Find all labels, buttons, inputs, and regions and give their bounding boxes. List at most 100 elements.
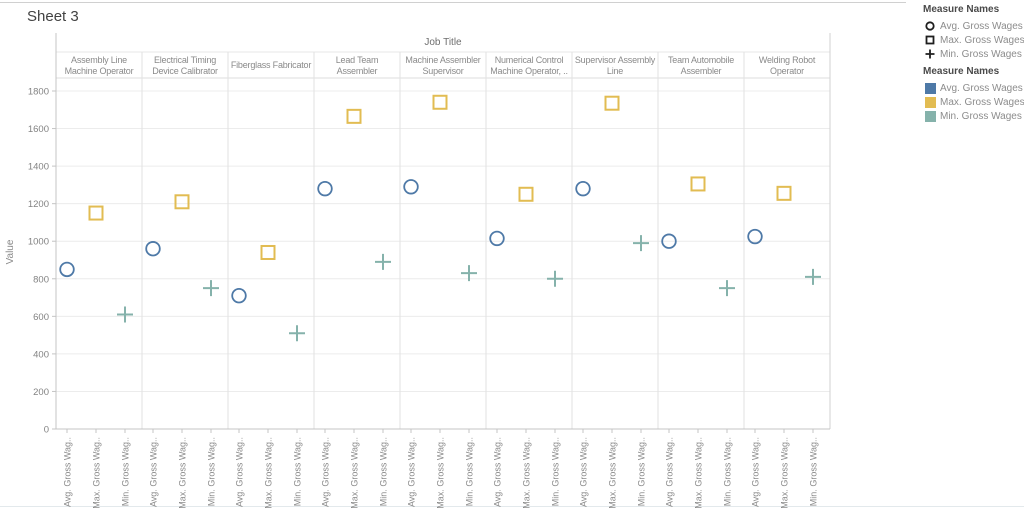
x-tick-label: Min. Gross Wag.. (809, 437, 819, 506)
mark-plus-min[interactable] (633, 235, 649, 252)
legend-item-label: Max. Gross Wages (940, 34, 1024, 46)
min-color-swatch (925, 110, 936, 122)
mark-square-max[interactable] (690, 176, 706, 192)
y-tick-label: 600 (33, 312, 49, 323)
y-tick-label: 400 (33, 349, 49, 360)
y-tick-label: 200 (33, 387, 49, 398)
mark-circle-avg[interactable] (317, 180, 333, 197)
circle-icon (925, 21, 935, 31)
x-tick-label: Max. Gross Wag.. (264, 437, 274, 509)
mark-square-max[interactable] (604, 95, 620, 111)
shape-legend: Measure Names Avg. Gross Wages Max. Gros… (923, 4, 1024, 61)
x-tick-label: Min. Gross Wag.. (207, 437, 217, 506)
legend-item-max-shape[interactable]: Max. Gross Wages (923, 33, 1024, 47)
sheet-title: Sheet 3 (27, 8, 79, 25)
legend-item-min-color[interactable]: Min. Gross Wages (923, 109, 1023, 123)
top-divider (0, 2, 906, 3)
mark-square-max[interactable] (518, 186, 534, 202)
y-tick-label: 800 (33, 274, 49, 285)
x-tick-label: Min. Gross Wag.. (379, 437, 389, 506)
y-tick-label: 1200 (28, 199, 49, 210)
x-tick-label: Avg. Gross Wag.. (149, 437, 159, 507)
plus-icon (925, 49, 935, 59)
mark-circle-avg[interactable] (231, 287, 247, 304)
legend-item-label: Min. Gross Wages (940, 110, 1022, 122)
x-tick-label: Min. Gross Wag.. (465, 437, 475, 506)
mark-circle-avg[interactable] (747, 228, 763, 245)
legend-item-avg-color[interactable]: Avg. Gross Wages (923, 81, 1023, 95)
x-tick-label: Max. Gross Wag.. (780, 437, 790, 509)
mark-square-max[interactable] (346, 108, 362, 124)
avg-color-swatch (925, 82, 936, 94)
column-header[interactable]: Lead Team Assembler (335, 54, 379, 76)
x-tick-label: Max. Gross Wag.. (522, 437, 532, 509)
x-tick-label: Min. Gross Wag.. (121, 437, 131, 506)
max-color-swatch (925, 96, 936, 108)
mark-plus-min[interactable] (117, 306, 133, 323)
legend-item-min-shape[interactable]: Min. Gross Wages (923, 47, 1023, 61)
column-field-label: Job Title (424, 37, 462, 48)
legend-item-label: Avg. Gross Wages (940, 82, 1023, 94)
mark-circle-avg[interactable] (59, 261, 75, 278)
x-tick-label: Max. Gross Wag.. (350, 437, 360, 509)
mark-plus-min[interactable] (719, 280, 735, 297)
legend-item-label: Avg. Gross Wages (940, 20, 1023, 32)
bottom-divider (0, 506, 1024, 507)
mark-square-max[interactable] (432, 94, 448, 110)
mark-circle-avg[interactable] (489, 230, 505, 247)
mark-plus-min[interactable] (375, 253, 391, 270)
y-tick-label: 1800 (28, 87, 49, 98)
y-axis-title: Value (5, 239, 16, 264)
shape-legend-title: Measure Names (923, 4, 1000, 15)
legend-item-label: Min. Gross Wages (940, 48, 1022, 60)
column-header[interactable]: Machine Assembler Supervisor (405, 54, 481, 76)
square-icon (925, 35, 935, 45)
mark-square-max[interactable] (88, 205, 104, 221)
column-header[interactable]: Electrical Timing Device Calibrator (152, 54, 218, 76)
x-tick-label: Avg. Gross Wag.. (579, 437, 589, 507)
y-tick-label: 1400 (28, 162, 49, 173)
column-header[interactable]: Fiberglass Fabricator (230, 60, 312, 70)
column-header[interactable]: Assembly Line Machine Operator (64, 54, 134, 76)
mark-plus-min[interactable] (289, 325, 305, 342)
column-header[interactable]: Numerical Control Machine Operator, .. (490, 54, 568, 76)
mark-square-max[interactable] (776, 185, 792, 201)
column-header[interactable]: Team Automobile Assembler (667, 54, 735, 76)
legend-item-max-color[interactable]: Max. Gross Wages (923, 95, 1024, 109)
x-tick-label: Max. Gross Wag.. (694, 437, 704, 509)
column-headers: Assembly Line Machine Operator Electrical… (56, 53, 830, 78)
mark-circle-avg[interactable] (575, 180, 591, 197)
mark-circle-avg[interactable] (661, 233, 677, 249)
x-tick-label: Max. Gross Wag.. (92, 437, 102, 509)
x-tick-label: Avg. Gross Wag.. (751, 437, 761, 507)
mark-circle-avg[interactable] (403, 179, 419, 195)
y-tick-label: 1000 (28, 237, 49, 248)
color-legend-title: Measure Names (923, 66, 1000, 77)
legend-item-label: Max. Gross Wages (940, 96, 1024, 108)
x-tick-label: Max. Gross Wag.. (436, 437, 446, 509)
column-header[interactable]: Supervisor Assembly Line (574, 54, 656, 76)
mark-plus-min[interactable] (547, 270, 563, 287)
mark-square-max[interactable] (260, 244, 276, 260)
column-header[interactable]: Welding Robot Operator (758, 54, 816, 76)
legend-item-avg-shape[interactable]: Avg. Gross Wages (923, 19, 1023, 33)
x-tick-label: Max. Gross Wag.. (178, 437, 188, 509)
mark-square-max[interactable] (174, 194, 190, 210)
x-tick-label: Avg. Gross Wag.. (493, 437, 503, 507)
x-tick-label: Avg. Gross Wag.. (235, 437, 245, 507)
x-tick-label: Min. Gross Wag.. (723, 437, 733, 506)
x-tick-label: Avg. Gross Wag.. (321, 437, 331, 507)
x-tick-label: Avg. Gross Wag.. (63, 437, 73, 507)
mark-plus-min[interactable] (805, 268, 821, 285)
color-legend: Measure Names Avg. Gross Wages Max. Gros… (923, 66, 1024, 123)
x-tick-label: Avg. Gross Wag.. (407, 437, 417, 507)
mark-plus-min[interactable] (203, 280, 219, 297)
mark-plus-min[interactable] (461, 265, 477, 282)
y-tick-label: 1600 (28, 124, 49, 135)
x-tick-label: Max. Gross Wag.. (608, 437, 618, 509)
x-tick-label: Min. Gross Wag.. (637, 437, 647, 506)
mark-circle-avg[interactable] (145, 241, 161, 257)
x-tick-label: Avg. Gross Wag.. (665, 437, 675, 507)
